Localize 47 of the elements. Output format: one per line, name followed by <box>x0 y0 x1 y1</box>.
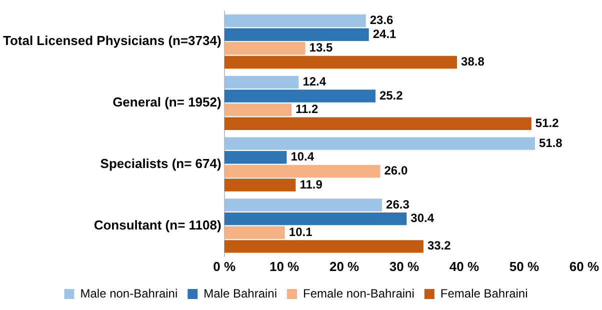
y-tick-label: Total Licensed Physicians (n=3734) <box>2 33 222 48</box>
bar <box>224 90 376 102</box>
text: 30.4 <box>410 211 434 226</box>
x-tick-label: 10 % <box>269 258 300 274</box>
legend-label: Female Bahraini <box>440 286 528 300</box>
text: 11.9 <box>300 177 322 192</box>
x-tick-label: 50 % <box>509 258 540 274</box>
y-tick-label: Specialists (n= 674) <box>100 156 222 171</box>
bar <box>224 151 287 164</box>
bar <box>224 56 458 69</box>
text: 25.2 <box>379 88 403 102</box>
bar <box>224 42 306 55</box>
text: 33.2 <box>427 238 451 253</box>
x-tick-label: 40 % <box>449 258 480 274</box>
bar <box>224 240 424 253</box>
text: 13.5 <box>309 40 333 55</box>
bar <box>224 178 296 192</box>
bar <box>224 226 285 239</box>
text: 26.3 <box>386 197 410 212</box>
text: 26.0 <box>384 164 408 178</box>
text: 51.2 <box>535 116 559 130</box>
bar <box>224 76 299 89</box>
bar <box>224 164 380 178</box>
bar <box>224 117 532 130</box>
bar <box>224 212 407 226</box>
x-tick-label: 20 % <box>329 258 360 274</box>
legend-label: Male Bahraini <box>204 286 277 300</box>
bar <box>224 198 382 212</box>
y-tick-label: Consultant (n= 1108) <box>94 217 222 232</box>
legend-label: Female non-Bahraini <box>302 286 414 300</box>
text: 24.1 <box>372 26 396 41</box>
bar <box>224 103 292 116</box>
text: 51.8 <box>539 136 562 150</box>
y-tick-label: General (n= 1952) <box>112 94 222 110</box>
text: 10.4 <box>290 150 314 164</box>
text: 12.4 <box>302 74 326 88</box>
bar <box>224 14 366 28</box>
x-tick-label: 30 % <box>389 258 420 274</box>
text: 10.1 <box>288 224 312 239</box>
text: 11.2 <box>295 102 318 116</box>
bar <box>224 28 369 41</box>
x-tick-label: 0 % <box>213 258 236 274</box>
legend-label: Male non-Bahraini <box>80 286 178 300</box>
x-tick-label: 60 % <box>569 258 600 274</box>
text: 38.8 <box>461 54 484 69</box>
bar <box>224 137 536 150</box>
text: 23.6 <box>370 13 394 28</box>
